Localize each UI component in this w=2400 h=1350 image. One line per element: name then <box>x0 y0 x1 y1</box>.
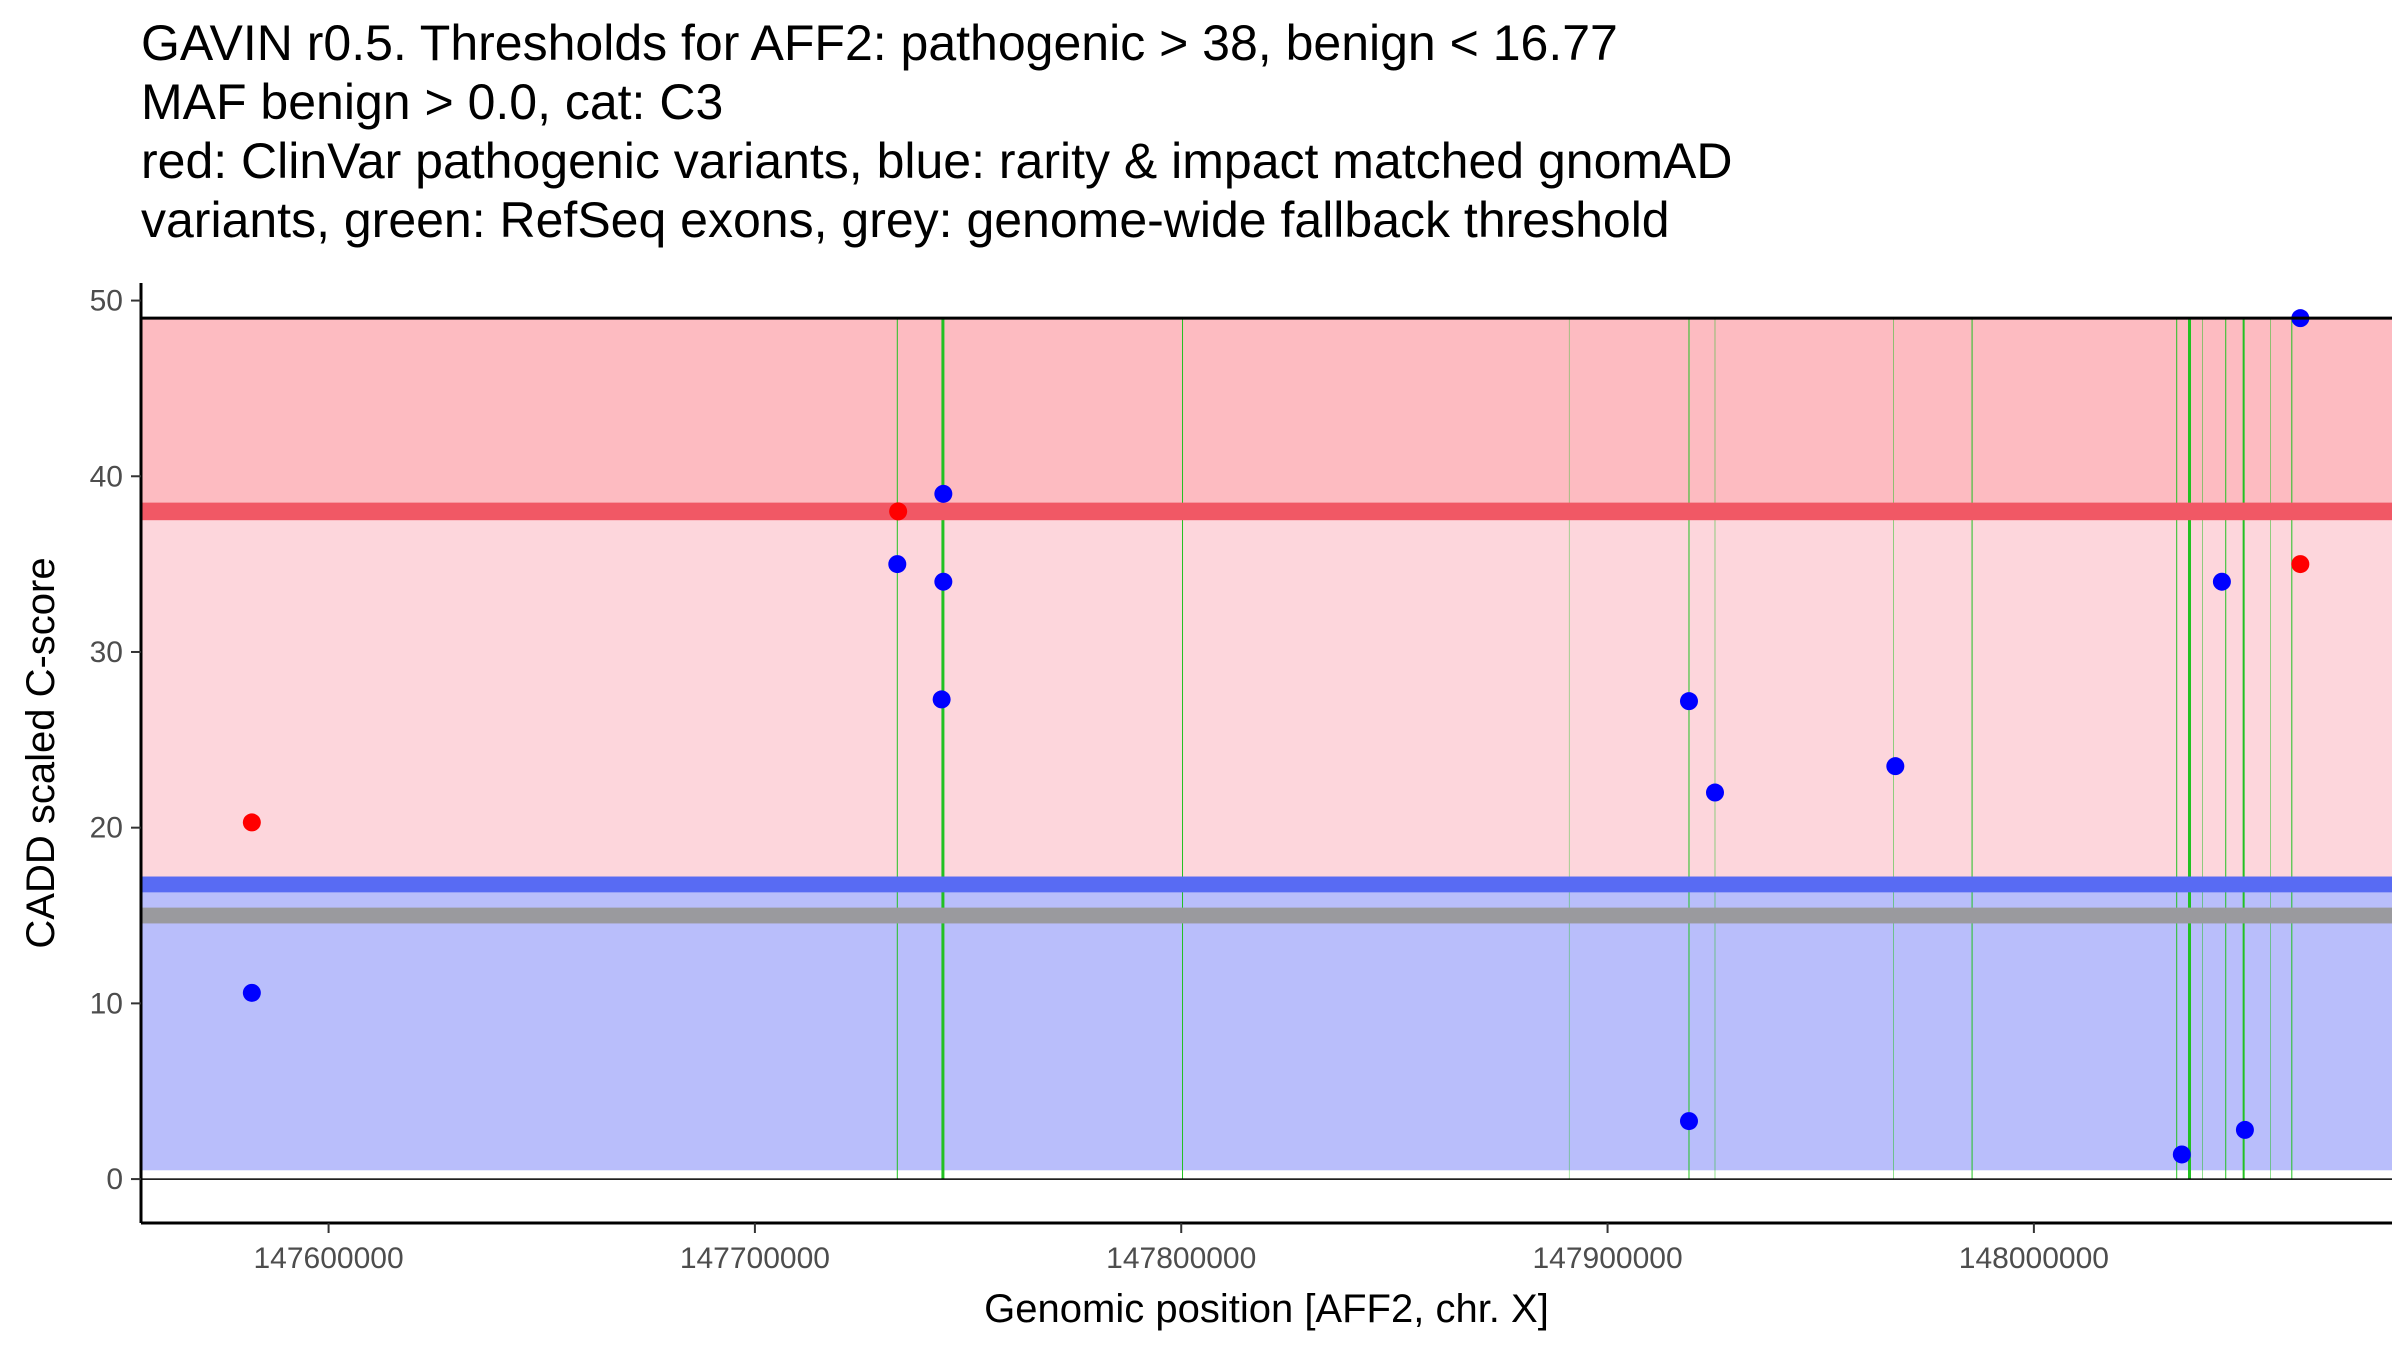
variant-point <box>1705 783 1724 802</box>
chart-title: GAVIN r0.5. Thresholds for AFF2: pathoge… <box>141 14 2381 250</box>
refseq-exons <box>896 318 2293 1180</box>
y-tick-label: 40 <box>90 460 123 493</box>
variant-point <box>934 484 953 503</box>
x-tick-label: 148000000 <box>1959 1242 2109 1275</box>
variant-point <box>889 502 908 521</box>
benign-threshold <box>141 876 2392 893</box>
benign-region <box>141 884 2392 1171</box>
variant-point <box>2172 1145 2191 1164</box>
variant-point <box>1679 692 1698 711</box>
variant-point <box>2291 555 2310 574</box>
variant-point <box>932 690 951 709</box>
variant-point <box>1886 757 1905 776</box>
variant-point <box>888 555 907 574</box>
high-pathogenic-region <box>141 318 2392 512</box>
x-tick-label: 147600000 <box>253 1242 403 1275</box>
title-line-4: variants, green: RefSeq exons, grey: gen… <box>141 192 1670 248</box>
variant-point <box>242 813 261 832</box>
y-axis-ticks: 0 10 20 30 40 50 <box>90 285 141 1196</box>
variant-point <box>934 572 953 591</box>
y-tick-label: 0 <box>106 1163 123 1196</box>
x-tick-label: 147700000 <box>680 1242 830 1275</box>
variant-point <box>242 983 261 1002</box>
axes <box>139 283 2392 1225</box>
threshold-regions <box>141 318 2392 1171</box>
title-line-2: MAF benign > 0.0, cat: C3 <box>141 74 724 130</box>
title-line-1: GAVIN r0.5. Thresholds for AFF2: pathoge… <box>141 15 1618 71</box>
y-tick-label: 10 <box>90 987 123 1020</box>
y-axis-title: CADD scaled C-score <box>19 557 63 948</box>
variant-point <box>2235 1120 2254 1139</box>
fallback-threshold <box>141 907 2392 924</box>
y-tick-label: 30 <box>90 636 123 669</box>
variant-point <box>2212 572 2231 591</box>
x-tick-label: 147800000 <box>1106 1242 1256 1275</box>
threshold-lines <box>141 502 2392 924</box>
title-line-3: red: ClinVar pathogenic variants, blue: … <box>141 133 1733 189</box>
y-tick-label: 50 <box>90 285 123 318</box>
x-axis-title: Genomic position [AFF2, chr. X] <box>984 1287 1549 1331</box>
x-tick-label: 147900000 <box>1532 1242 1682 1275</box>
y-tick-label: 20 <box>90 812 123 845</box>
x-axis-ticks: 147600000 147700000 147800000 147900000 1480… <box>253 1223 2109 1275</box>
variant-point <box>1679 1112 1698 1131</box>
pathogenic-threshold <box>141 502 2392 521</box>
